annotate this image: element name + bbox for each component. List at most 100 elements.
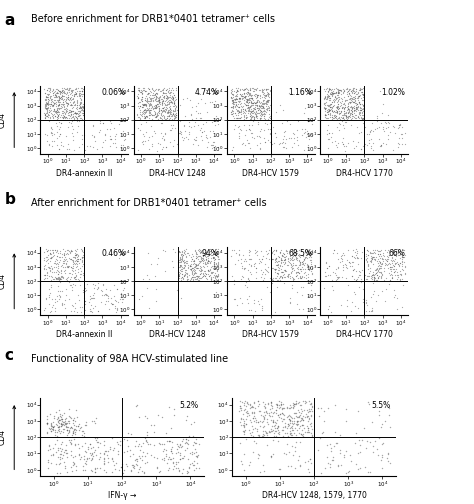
Point [140, 106, 148, 114]
Point [152, 85, 159, 93]
Point [399, 140, 406, 148]
Point [292, 443, 299, 451]
Point [231, 109, 238, 117]
Point [212, 251, 219, 259]
Point [146, 104, 153, 112]
Point [233, 114, 241, 122]
Point [321, 105, 328, 113]
Point [283, 440, 291, 449]
Point [333, 439, 340, 447]
Point [74, 110, 82, 118]
Point [184, 440, 192, 448]
Point [193, 275, 201, 283]
Point [240, 264, 248, 272]
Point [353, 85, 360, 93]
Point [145, 101, 153, 109]
Point [272, 266, 279, 274]
Point [384, 111, 392, 119]
Point [94, 279, 101, 287]
Point [333, 103, 341, 111]
Point [54, 264, 62, 272]
Point [284, 420, 292, 428]
Point [345, 102, 352, 110]
Point [321, 110, 329, 118]
Point [57, 455, 64, 463]
Point [342, 261, 349, 269]
Point [194, 451, 202, 459]
Point [351, 110, 359, 118]
Point [165, 436, 173, 445]
Point [135, 85, 142, 93]
Point [398, 130, 406, 138]
Point [240, 421, 248, 429]
Point [292, 447, 299, 455]
Point [60, 248, 68, 257]
Point [90, 132, 98, 140]
Point [68, 467, 75, 475]
Point [43, 106, 51, 114]
Point [72, 257, 79, 265]
Point [244, 99, 251, 107]
Point [250, 262, 257, 270]
Point [339, 121, 347, 129]
Point [138, 108, 146, 116]
Point [326, 103, 334, 111]
Point [70, 109, 77, 117]
Point [260, 134, 268, 142]
Point [273, 254, 280, 262]
Point [42, 108, 50, 116]
Point [299, 416, 306, 424]
Point [288, 264, 296, 272]
Point [336, 86, 344, 94]
Point [256, 127, 264, 135]
Point [346, 102, 354, 110]
Point [48, 125, 56, 133]
Point [388, 254, 396, 262]
Point [168, 98, 176, 106]
Point [146, 111, 154, 119]
Point [143, 112, 150, 120]
Point [213, 247, 221, 256]
Point [333, 91, 341, 99]
Point [249, 84, 256, 92]
Point [120, 284, 128, 292]
Point [339, 134, 347, 142]
Point [155, 104, 163, 112]
Point [210, 259, 218, 267]
Point [306, 405, 313, 413]
Point [46, 249, 54, 257]
Point [71, 428, 79, 436]
Point [87, 294, 95, 302]
Point [330, 112, 338, 120]
Point [44, 101, 52, 109]
Point [375, 407, 383, 415]
Point [237, 275, 245, 283]
Point [247, 111, 255, 119]
Point [49, 129, 56, 137]
Point [287, 401, 294, 409]
Point [44, 99, 51, 107]
Point [277, 255, 285, 263]
Point [178, 254, 186, 262]
Point [368, 271, 375, 279]
Point [172, 449, 180, 457]
Point [380, 276, 388, 284]
Point [59, 411, 66, 419]
Point [56, 416, 64, 424]
Point [50, 412, 58, 420]
Point [53, 275, 60, 283]
Point [240, 113, 247, 121]
Point [363, 258, 370, 266]
Point [196, 264, 204, 272]
Point [139, 101, 147, 109]
Point [57, 272, 65, 280]
Point [73, 462, 80, 470]
Point [307, 256, 314, 264]
Point [62, 275, 70, 283]
Point [142, 437, 150, 446]
Point [43, 109, 51, 117]
Point [63, 468, 71, 476]
Point [72, 109, 80, 117]
Point [73, 251, 80, 260]
Point [299, 412, 307, 420]
